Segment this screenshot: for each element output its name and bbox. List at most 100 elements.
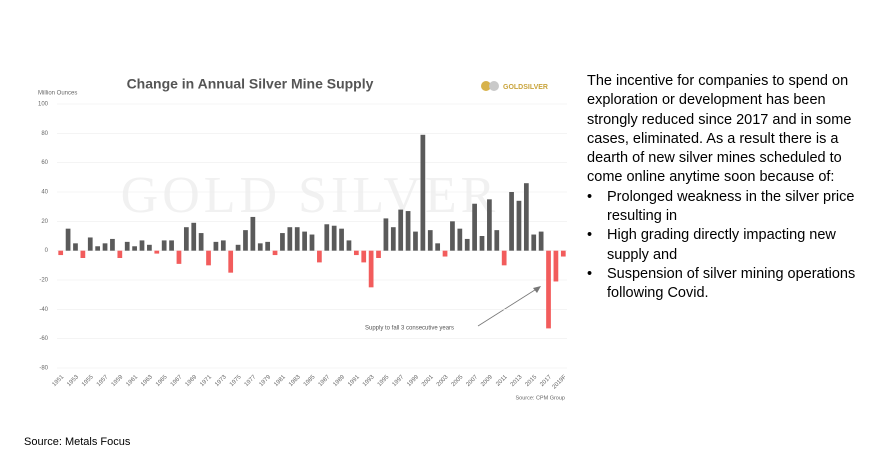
x-tick-label: 1955 <box>81 374 95 388</box>
y-tick-label: 100 <box>38 102 49 108</box>
bar <box>80 250 86 258</box>
bar <box>346 240 352 251</box>
y-tick-label: 20 <box>41 219 48 225</box>
bar <box>250 216 256 251</box>
bar <box>368 250 374 288</box>
bar <box>331 225 337 251</box>
side-text: The incentive for companies to spend on … <box>587 72 859 304</box>
x-tick-label: 1995 <box>377 374 391 388</box>
bar <box>280 233 285 251</box>
y-tick-label: -80 <box>39 366 48 372</box>
bar <box>546 250 551 329</box>
bar <box>58 250 64 256</box>
bar <box>531 234 537 251</box>
x-tick-label: 1957 <box>96 374 110 388</box>
annotation: Supply to fall 3 consecutive years <box>365 326 454 332</box>
x-tick-label: 2013 <box>510 374 524 388</box>
x-tick-label: 1961 <box>125 374 139 388</box>
bar <box>523 183 529 251</box>
x-tick-label: 1967 <box>170 374 184 388</box>
bar <box>464 238 470 251</box>
bullet: High grading directly impacting new supp… <box>587 226 859 265</box>
y-tick-label: 40 <box>41 190 48 196</box>
bar <box>538 231 544 251</box>
bar <box>294 227 300 251</box>
bar <box>257 243 263 251</box>
bar <box>110 238 115 251</box>
bar <box>183 227 189 251</box>
x-tick-label: 1999 <box>406 374 420 388</box>
bar <box>169 240 174 251</box>
bar <box>413 231 418 251</box>
bar <box>427 230 433 251</box>
bar <box>95 246 101 251</box>
bar <box>228 250 234 273</box>
y-tick-label: 0 <box>45 248 49 254</box>
watermark: GOLD SILVER <box>121 167 500 224</box>
footer: Source: Metals Focus <box>24 436 131 448</box>
bar <box>154 250 160 254</box>
x-tick-label: 2001 <box>421 374 435 388</box>
bar <box>235 244 241 251</box>
bar <box>516 200 522 251</box>
bar <box>442 250 448 257</box>
bullet: Suspension of silver mining operations f… <box>587 265 859 304</box>
bar <box>220 240 226 251</box>
bar <box>176 250 182 264</box>
bar <box>206 250 211 266</box>
bar <box>302 231 307 251</box>
bar <box>287 227 293 251</box>
y-axis-label: Million Ounces <box>38 91 77 97</box>
x-tick-label: 2003 <box>436 374 450 388</box>
logo: GOLDSILVER <box>503 84 548 91</box>
bar <box>435 243 441 251</box>
bar <box>213 241 219 251</box>
y-tick-label: 60 <box>41 160 48 166</box>
bar <box>390 227 396 251</box>
x-tick-label: 1969 <box>185 374 199 388</box>
bullet-list: Prolonged weakness in the silver price r… <box>587 188 859 304</box>
bar <box>117 250 123 258</box>
x-tick-label: 1951 <box>52 374 66 388</box>
x-tick-label: 2007 <box>465 374 479 388</box>
x-tick-label: 1987 <box>318 374 332 388</box>
bar <box>509 192 514 251</box>
x-tick-label: 1953 <box>66 374 80 388</box>
arrow-head <box>533 286 541 293</box>
y-tick-label: -60 <box>39 336 48 342</box>
x-tick-label: 1989 <box>332 374 346 388</box>
bar <box>501 250 507 266</box>
annotation-arrow <box>477 287 539 327</box>
logo-icon <box>481 81 491 91</box>
chart-source: Source: CPM Group <box>515 395 565 401</box>
bar <box>479 236 485 251</box>
paragraph: The incentive for companies to spend on … <box>587 73 852 186</box>
x-tick-label: 2005 <box>451 374 465 388</box>
bar <box>272 250 278 256</box>
y-tick-label: -20 <box>39 278 48 284</box>
bar <box>324 224 330 251</box>
bar <box>560 250 566 257</box>
x-tick-label: 1979 <box>258 374 272 388</box>
bar <box>243 230 248 251</box>
x-tick-label: 1985 <box>303 374 317 388</box>
bar <box>553 250 559 282</box>
bar <box>487 199 492 251</box>
x-tick-label: 1997 <box>392 374 406 388</box>
bar <box>376 250 381 258</box>
x-tick-label: 1965 <box>155 374 169 388</box>
bar <box>132 246 137 251</box>
chart-title: Change in Annual Silver Mine Supply <box>127 76 374 92</box>
x-tick-label: 1959 <box>111 374 125 388</box>
logo-icon <box>489 81 499 91</box>
y-tick-label: 80 <box>41 131 48 137</box>
x-tick-label: 1975 <box>229 374 243 388</box>
x-tick-label: 1971 <box>199 374 213 388</box>
bar <box>420 134 426 251</box>
bar <box>457 228 463 251</box>
bar <box>361 250 367 263</box>
bar <box>353 250 359 256</box>
x-tick-label: 2019F <box>552 374 569 391</box>
bar <box>87 237 93 251</box>
